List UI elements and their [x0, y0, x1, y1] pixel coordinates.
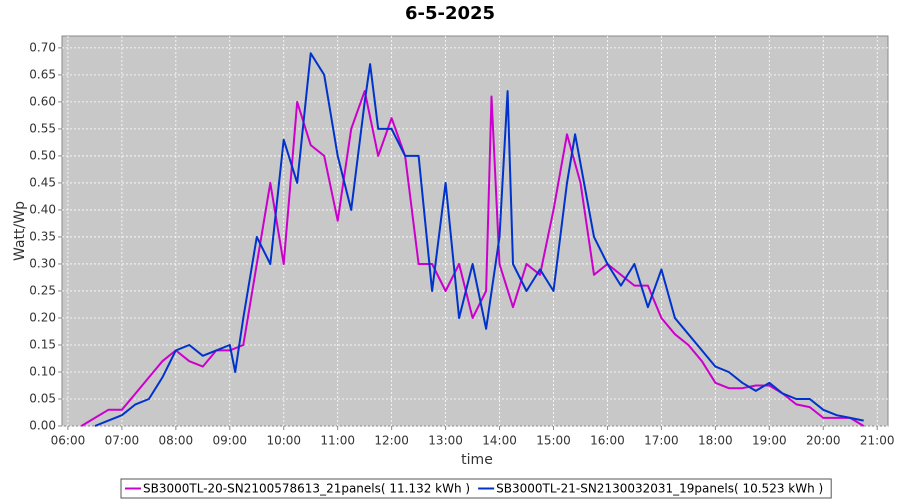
- series-line: [94, 52, 864, 427]
- y-tick-label: 0.45: [29, 175, 56, 189]
- y-tick-label: 0.15: [29, 337, 56, 351]
- y-tick-label: 0.35: [29, 229, 56, 243]
- y-tick-label: 0.55: [29, 121, 56, 135]
- y-tick-label: 0.05: [29, 391, 56, 405]
- x-tick-label: 12:00: [374, 434, 409, 448]
- legend-box: [120, 478, 832, 499]
- x-tick-label: 17:00: [644, 434, 679, 448]
- x-tick-label: 15:00: [536, 434, 571, 448]
- x-tick-label: 08:00: [159, 434, 194, 448]
- plot-area: [61, 35, 889, 427]
- x-tick-label: 13:00: [428, 434, 463, 448]
- x-tick-label: 19:00: [752, 434, 787, 448]
- x-tick-label: 11:00: [320, 434, 355, 448]
- x-tick-label: 14:00: [482, 434, 517, 448]
- x-axis-title: time: [461, 452, 493, 468]
- chart-title: 6-5-2025: [405, 3, 495, 24]
- y-tick-label: 0.70: [29, 40, 56, 54]
- series-line: [80, 90, 865, 427]
- x-tick-label: 09:00: [212, 434, 247, 448]
- x-tick-label: 07:00: [105, 434, 140, 448]
- y-tick-label: 0.65: [29, 67, 56, 81]
- x-tick-label: 20:00: [806, 434, 841, 448]
- x-tick-label: 06:00: [51, 434, 86, 448]
- y-tick-label: 0.30: [29, 256, 56, 270]
- y-tick-label: 0.10: [29, 364, 56, 378]
- y-axis-title: Watt/Wp: [12, 201, 28, 261]
- y-tick-label: 0.00: [29, 419, 56, 433]
- legend: SB3000TL-20-SN2100578613_21panels( 11.13…: [120, 478, 832, 499]
- y-tick-label: 0.50: [29, 148, 56, 162]
- y-tick-label: 0.60: [29, 94, 56, 108]
- x-tick-label: 18:00: [698, 434, 733, 448]
- y-tick-label: 0.25: [29, 283, 56, 297]
- legend-label: SB3000TL-20-SN2100578613_21panels( 11.13…: [143, 482, 470, 496]
- x-tick-label: 10:00: [266, 434, 301, 448]
- y-tick-label: 0.40: [29, 202, 56, 216]
- x-tick-label: 16:00: [590, 434, 625, 448]
- legend-label: SB3000TL-21-SN2130032031_19panels( 10.52…: [496, 482, 823, 496]
- x-tick-label: 21:00: [860, 434, 895, 448]
- y-tick-label: 0.20: [29, 310, 56, 324]
